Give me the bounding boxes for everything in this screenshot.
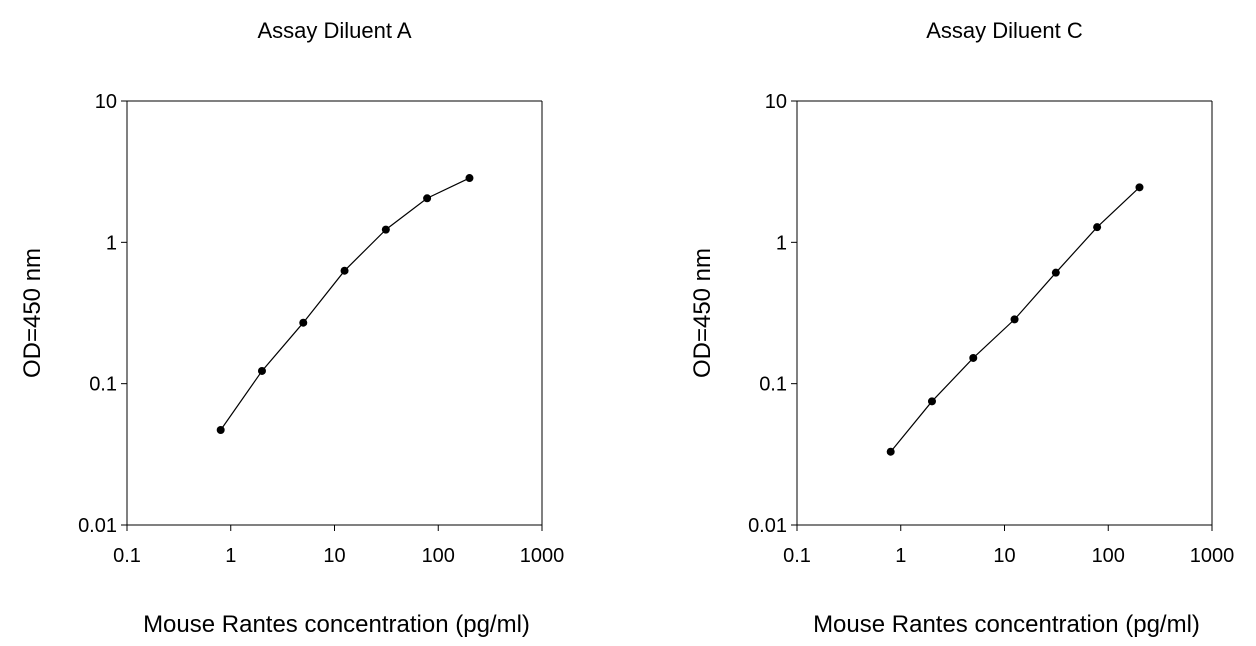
y-tick-label: 10 (95, 91, 117, 113)
y-tick-label: 0.01 (748, 515, 787, 537)
x-tick-label: 10 (323, 545, 345, 567)
x-tick-label: 1000 (1190, 545, 1235, 567)
data-point (927, 397, 936, 406)
x-tick-label: 0.1 (113, 545, 141, 567)
x-axis-label: Mouse Rantes concentration (pg/ml) (813, 611, 1200, 638)
data-point (1093, 223, 1102, 232)
data-point (1010, 315, 1019, 324)
y-tick-label: 1 (776, 232, 787, 254)
x-tick-label: 10 (993, 545, 1015, 567)
data-point (257, 366, 266, 375)
chart-title: Assay Diluent A (257, 18, 411, 43)
y-tick-label: 10 (765, 91, 787, 113)
x-tick-label: 0.1 (783, 545, 811, 567)
x-tick-label: 100 (1092, 545, 1125, 567)
y-tick-label: 0.01 (78, 515, 117, 537)
y-tick-label: 0.1 (89, 374, 117, 396)
y-axis-label: OD=450 nm (689, 248, 716, 378)
data-point (886, 447, 895, 456)
data-point (465, 174, 474, 183)
x-axis-label: Mouse Rantes concentration (pg/ml) (143, 611, 530, 638)
x-tick-label: 1 (895, 545, 906, 567)
chart-title: Assay Diluent C (926, 18, 1083, 43)
y-tick-label: 0.1 (759, 374, 787, 396)
data-point (1135, 183, 1144, 192)
x-tick-label: 100 (422, 545, 455, 567)
x-tick-label: 1 (225, 545, 236, 567)
y-tick-label: 1 (106, 232, 117, 254)
series-line (220, 177, 470, 431)
x-tick-label: 1000 (520, 545, 565, 567)
data-point (340, 266, 349, 275)
data-point (423, 194, 432, 203)
data-point (216, 426, 225, 435)
chart-diluent-c: Assay Diluent C 0.01 0.1 1 10 0.1 1 10 100 1000 Mo… (689, 18, 1234, 638)
data-point (1051, 268, 1060, 277)
y-axis-label: OD=450 nm (19, 248, 46, 378)
chart-diluent-a: Assay Diluent A 0.01 0.1 1 10 0.1 1 10 100 1000 Mo… (19, 18, 564, 638)
data-point (299, 318, 308, 327)
data-point (381, 225, 390, 234)
data-point (969, 353, 978, 362)
